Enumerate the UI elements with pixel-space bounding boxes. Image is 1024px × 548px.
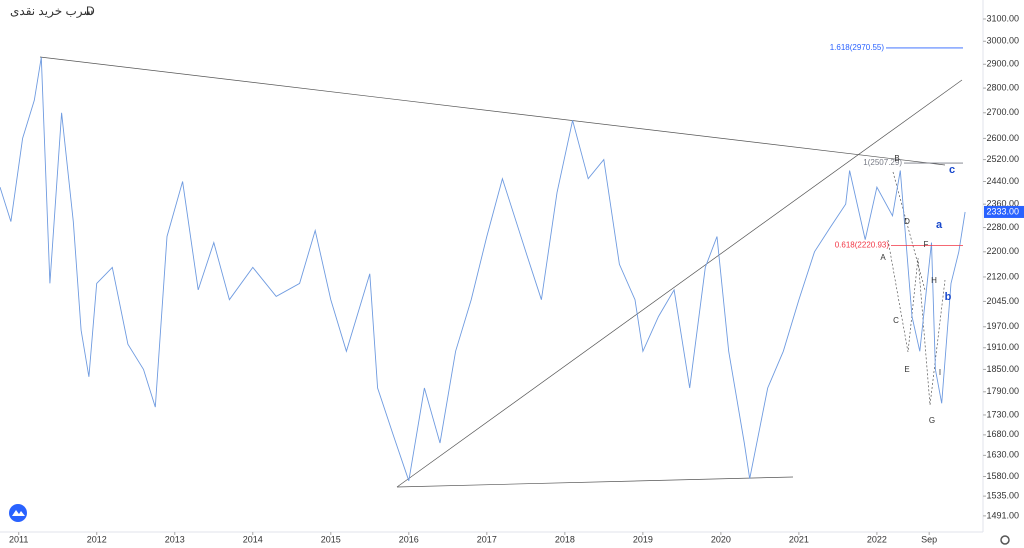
x-tick-label: 2018 [555,534,575,544]
y-tick-label: 1850.00 [986,364,1019,374]
wave-label: C [893,316,899,325]
y-tick-label: 2800.00 [986,82,1019,92]
wave-label: D [904,217,910,226]
y-tick-label: 1970.00 [986,321,1019,331]
chart-interval: D [86,4,95,18]
y-tick-label: 1680.00 [986,429,1019,439]
y-tick-label: 1630.00 [986,450,1019,460]
trendline [396,79,963,488]
y-tick-label: 1580.00 [986,471,1019,481]
x-tick-label: 2019 [633,534,653,544]
y-tick-label: 1910.00 [986,342,1019,352]
wave-label: b [945,291,952,303]
trendline [39,56,946,166]
wave-label: I [939,368,941,377]
wave-label: c [949,164,955,176]
x-tick-label: 2012 [87,534,107,544]
last-price-tag [984,205,1024,218]
wave-label: H [931,276,937,285]
y-tick-label: 2900.00 [986,59,1019,69]
y-tick-label: 2120.00 [986,271,1019,281]
wave-label: a [936,219,943,231]
x-tick-label: 2015 [321,534,341,544]
y-tick-label: 2280.00 [986,222,1019,232]
wave-label: G [929,416,935,425]
x-tick-label: 2011 [9,534,28,544]
y-tick-label: 2045.00 [986,296,1019,306]
chart-title: سرب خرید نقدی [10,4,93,18]
x-tick-label: 2016 [399,534,419,544]
y-tick-label: 2700.00 [986,107,1019,117]
y-tick-label: 1535.00 [986,491,1019,501]
y-tick-label: 3100.00 [986,13,1019,23]
y-tick-label: 1730.00 [986,409,1019,419]
x-tick-label: 2014 [243,534,263,544]
x-tick-label: Sep [921,534,937,544]
y-tick-label: 2520.00 [986,154,1019,164]
y-tick-label: 1790.00 [986,386,1019,396]
y-tick-label: 3000.00 [986,36,1019,46]
y-tick-label: 2360.00 [986,199,1019,209]
y-tick-label: 2440.00 [986,176,1019,186]
y-tick-label: 2200.00 [986,246,1019,256]
wave-label: B [894,154,899,163]
y-tick-label: 1491.00 [986,510,1019,520]
last-price-label: 2333.00 [986,206,1019,216]
fib-label: 0.618(2220.93) [835,240,890,249]
fib-label: 1.618(2970.55) [830,43,885,52]
x-tick-label: 2022 [867,534,887,544]
price-line [0,57,966,481]
x-tick-label: 2013 [165,534,185,544]
wave-label: E [904,365,909,374]
x-tick-label: 2017 [477,534,497,544]
x-tick-label: 2021 [789,534,809,544]
logo [9,504,27,522]
wave-label: F [924,240,929,249]
settings-icon[interactable] [1000,535,1010,545]
x-tick-label: 2020 [711,534,731,544]
trendline [396,476,794,488]
wave-label: A [880,253,886,262]
wave-line [892,171,926,291]
y-tick-label: 2600.00 [986,133,1019,143]
fib-label: 1(2507.29) [863,158,902,167]
